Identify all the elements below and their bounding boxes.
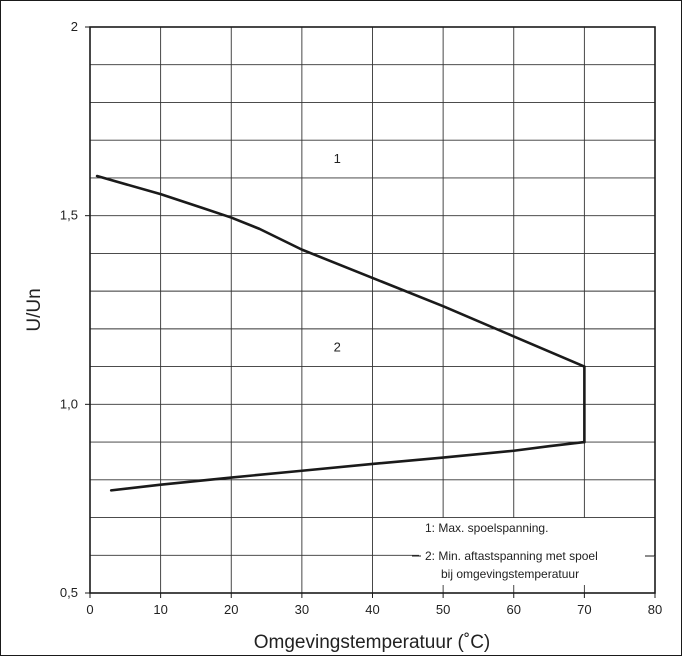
x-tick-label: 10 — [153, 602, 167, 617]
legend-box — [419, 518, 654, 585]
region-label-1: 1 — [334, 151, 341, 166]
legend-item-2: 2: Min. aftastspanning met spoel — [425, 549, 598, 563]
x-tick-label: 60 — [507, 602, 521, 617]
y-tick-label: 1,0 — [60, 396, 78, 411]
x-tick-label: 30 — [295, 602, 309, 617]
region-labels: 12 — [334, 151, 341, 355]
region-label-2: 2 — [334, 340, 341, 355]
x-tick-label: 80 — [648, 602, 662, 617]
y-axis-title: U/Un — [24, 288, 45, 331]
x-axis-ticks: 0 10 20 30 40 50 60 70 80 — [86, 593, 662, 617]
series-line-2 — [109, 440, 586, 492]
x-tick-label: 20 — [224, 602, 238, 617]
y-axis-ticks: 0,5 1,0 1,5 2 — [60, 19, 90, 600]
x-tick-label: 0 — [86, 602, 93, 617]
y-tick-label: 0,5 — [60, 585, 78, 600]
series-group — [95, 174, 586, 492]
x-tick-label: 70 — [577, 602, 591, 617]
x-axis-title: Omgevingstemperatuur (˚C) — [254, 632, 491, 653]
grid — [90, 27, 655, 593]
y-tick-label: 2 — [71, 19, 78, 34]
legend-item-2-cont: bij omgevingstemperatuur — [441, 567, 579, 581]
series-line-1 — [95, 174, 586, 368]
y-tick-label: 1,5 — [60, 208, 78, 223]
x-tick-label: 40 — [365, 602, 379, 617]
legend-item-1: 1: Max. spoelspanning. — [425, 521, 548, 535]
x-tick-label: 50 — [436, 602, 450, 617]
